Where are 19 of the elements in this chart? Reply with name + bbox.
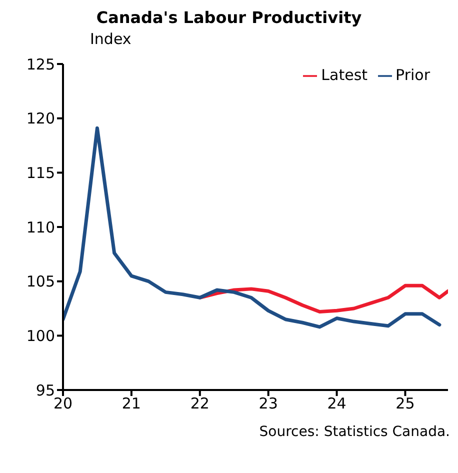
y-tick-label: 105 (26, 272, 55, 291)
line-series (63, 126, 442, 329)
x-tick-label: 22 (190, 394, 210, 413)
source-note: Sources: Statistics Canada. (258, 424, 450, 440)
x-tick-label: 20 (53, 394, 73, 413)
y-tick-label: 120 (26, 110, 55, 128)
legend-label: Latest (321, 66, 368, 84)
y-tick-label: 125 (26, 55, 55, 74)
x-tick-label: 21 (122, 394, 141, 413)
y-tick-label: 95 (36, 381, 55, 400)
y-tick-label: 110 (26, 218, 55, 236)
x-tick-label: 23 (258, 394, 278, 413)
legend-label: Prior (396, 66, 430, 84)
y-tick-label: 115 (26, 164, 55, 182)
y-tick-label: 100 (26, 326, 55, 345)
x-tick-label: 25 (396, 394, 415, 413)
chart-title: Canada's Labour Productivity (95, 8, 363, 28)
x-tick-label: 24 (327, 394, 346, 413)
y-axis-title: Index (90, 30, 132, 48)
